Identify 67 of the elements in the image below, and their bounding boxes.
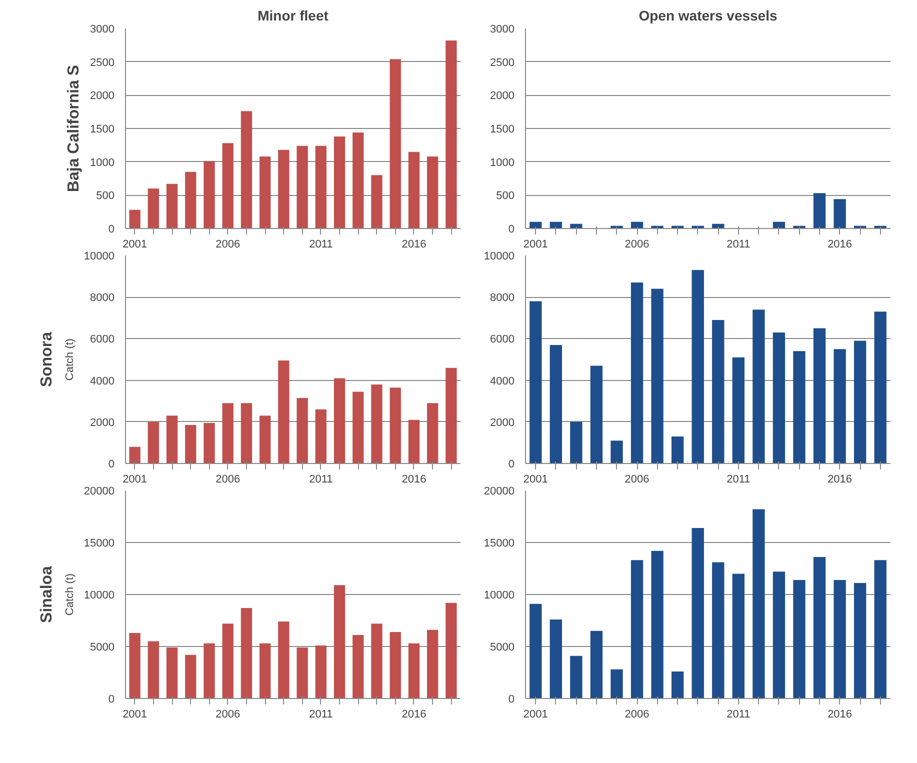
y-tick-label: 20000 xyxy=(484,486,515,498)
x-tick-label: 2006 xyxy=(624,238,650,250)
y-tick-label: 15000 xyxy=(84,538,115,550)
x-tick-label: 2011 xyxy=(726,708,750,720)
x-tick-label: 2016 xyxy=(828,708,852,720)
y-tick-label: 10000 xyxy=(84,250,115,262)
text: Sonora xyxy=(38,332,56,388)
y-tick-label: 15000 xyxy=(484,538,515,550)
y-tick-label: 1500 xyxy=(490,124,515,136)
x-tick-label: 2001 xyxy=(122,708,148,720)
x-tick-label: 2001 xyxy=(122,238,148,250)
y-tick-label: 10000 xyxy=(484,590,515,602)
y-tick-label: 6000 xyxy=(90,334,115,346)
x-tick-label: 2016 xyxy=(828,238,852,250)
x-tick-label: 2016 xyxy=(402,708,426,720)
y-tick-label: 1500 xyxy=(90,124,115,136)
y-tick-label: 3000 xyxy=(490,24,515,36)
y-tick-label: 10000 xyxy=(484,250,515,262)
y-tick-label: 0 xyxy=(108,458,115,470)
y-tick-label: 2000 xyxy=(490,416,515,429)
y-tick-label: 4000 xyxy=(490,375,515,388)
x-tick-label: 2011 xyxy=(309,238,333,250)
y-tick-label: 0 xyxy=(508,224,515,236)
y-tick-label: 5000 xyxy=(90,642,115,654)
y-tick-label: 20000 xyxy=(84,486,115,498)
x-tick-label: 2006 xyxy=(216,708,240,720)
x-tick-label: 2011 xyxy=(726,238,750,250)
x-tick-label: 2006 xyxy=(624,474,650,486)
x-tick-label: 2001 xyxy=(523,708,548,720)
y-tick-label: 0 xyxy=(108,224,115,236)
y-tick-label: 500 xyxy=(496,190,515,202)
y-tick-label: 5000 xyxy=(490,642,515,654)
x-tick-label: 2011 xyxy=(726,474,750,486)
y-tick-label: 1000 xyxy=(90,156,115,169)
y-tick-label: 2000 xyxy=(490,90,515,102)
y-tick-label: 0 xyxy=(508,694,515,706)
x-tick-label: 2001 xyxy=(523,238,548,250)
x-tick-label: 2016 xyxy=(828,474,852,486)
chart-title: Open waters vessels xyxy=(638,8,778,24)
x-tick-label: 2006 xyxy=(216,238,240,250)
x-tick-label: 2001 xyxy=(523,474,548,486)
text: Baja California S xyxy=(66,64,82,192)
y-tick-label: 0 xyxy=(108,694,115,706)
y-axis-title: Catch (t) xyxy=(64,573,76,616)
x-tick-label: 2016 xyxy=(402,474,426,486)
y-tick-label: 8000 xyxy=(490,292,515,304)
x-tick-label: 2006 xyxy=(216,474,240,486)
y-tick-label: 3000 xyxy=(90,24,115,36)
y-tick-label: 10000 xyxy=(84,590,115,602)
chart-title: Minor fleet xyxy=(258,8,329,24)
x-tick-label: 2016 xyxy=(402,238,426,250)
y-tick-label: 1000 xyxy=(490,156,515,169)
x-tick-label: 2001 xyxy=(122,474,148,486)
y-tick-label: 500 xyxy=(96,190,115,202)
text: Sinaloa xyxy=(38,566,56,623)
y-tick-label: 8000 xyxy=(90,292,115,304)
y-tick-label: 6000 xyxy=(490,334,515,346)
y-tick-label: 2500 xyxy=(490,56,515,69)
x-tick-label: 2006 xyxy=(624,708,650,720)
y-axis-title: Catch (t) xyxy=(64,338,76,381)
y-tick-label: 2000 xyxy=(90,90,115,102)
x-tick-label: 2011 xyxy=(309,474,333,486)
y-tick-label: 2500 xyxy=(90,56,115,69)
y-tick-label: 0 xyxy=(508,458,515,470)
x-tick-label: 2011 xyxy=(309,708,333,720)
y-tick-label: 2000 xyxy=(90,416,115,429)
y-tick-label: 4000 xyxy=(90,375,115,388)
